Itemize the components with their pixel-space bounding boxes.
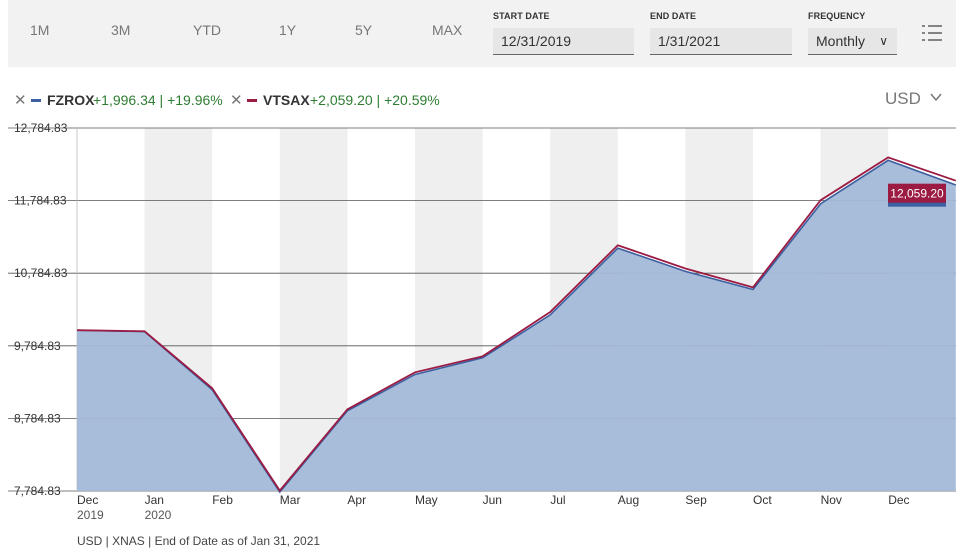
legend-change: +1,996.34 | +19.96% [93, 92, 223, 108]
x-tick-label: Oct [753, 493, 772, 507]
frequency-select[interactable]: Monthly ∨ [808, 28, 897, 55]
close-icon[interactable]: ✕ [14, 92, 27, 109]
chart-toolbar: 1M 3M YTD 1Y 5Y MAX START DATE 12/31/201… [8, 0, 956, 67]
legend-swatch [247, 99, 257, 102]
range-button-1m[interactable]: 1M [30, 22, 50, 38]
y-tick-label: 12,784.83 [14, 121, 68, 135]
chart-footnote: USD | XNAS | End of Date as of Jan 31, 2… [77, 534, 321, 548]
chevron-down-icon: ∨ [879, 34, 888, 48]
x-tick-year-label: 2020 [145, 508, 172, 522]
range-button-1y[interactable]: 1Y [279, 22, 297, 38]
close-icon[interactable]: ✕ [230, 92, 243, 109]
range-button-max[interactable]: MAX [432, 22, 463, 38]
frequency-value: Monthly [816, 33, 866, 49]
x-tick-label: Sep [685, 493, 707, 507]
x-tick-year-label: 2019 [77, 508, 104, 522]
tooltip-value: 12,059.20 [890, 187, 944, 201]
y-tick-label: 9,784.83 [14, 339, 61, 353]
start-date-input[interactable]: 12/31/2019 [493, 28, 634, 55]
legend-symbol: VTSAX [263, 92, 310, 108]
x-tick-label: Mar [280, 493, 301, 507]
performance-chart: 12,784.83 11,784.83 10,784.83 9,784.83 8,784… [8, 121, 957, 522]
x-tick-label: Dec [888, 493, 909, 507]
x-tick-label: Jan [145, 493, 164, 507]
x-tick-label: Feb [212, 493, 233, 507]
end-date-input[interactable]: 1/31/2021 [650, 28, 792, 55]
frequency-label: FREQUENCY [808, 11, 866, 21]
legend-symbol: FZROX [47, 92, 95, 108]
currency-select[interactable]: USD [885, 89, 921, 108]
x-tick-label: Jul [550, 493, 565, 507]
range-button-ytd[interactable]: YTD [193, 22, 221, 38]
x-tick-label: Apr [347, 493, 366, 507]
start-date-label: START DATE [493, 11, 550, 21]
tooltip-box [888, 183, 946, 203]
x-tick-label: May [415, 493, 438, 507]
x-tick-label: Dec [77, 493, 98, 507]
y-tick-label: 8,784.83 [14, 411, 61, 425]
end-date-label: END DATE [650, 11, 697, 21]
series-line-vtsax [76, 156, 957, 493]
x-tick-label: Jun [483, 493, 502, 507]
legend-swatch [31, 99, 41, 102]
y-tick-label: 7,784.83 [14, 484, 61, 498]
x-tick-label: Nov [821, 493, 842, 507]
legend-change: +2,059.20 | +20.59% [310, 92, 440, 108]
y-tick-label: 11,784.83 [14, 194, 67, 208]
y-tick-label: 10,784.83 [14, 266, 68, 280]
range-button-3m[interactable]: 3M [111, 22, 131, 38]
chevron-down-icon[interactable] [929, 91, 943, 103]
x-tick-label: Aug [618, 493, 639, 507]
series-area-fzrox [77, 160, 956, 493]
list-menu-icon[interactable] [922, 24, 942, 42]
range-button-5y[interactable]: 5Y [355, 22, 373, 38]
